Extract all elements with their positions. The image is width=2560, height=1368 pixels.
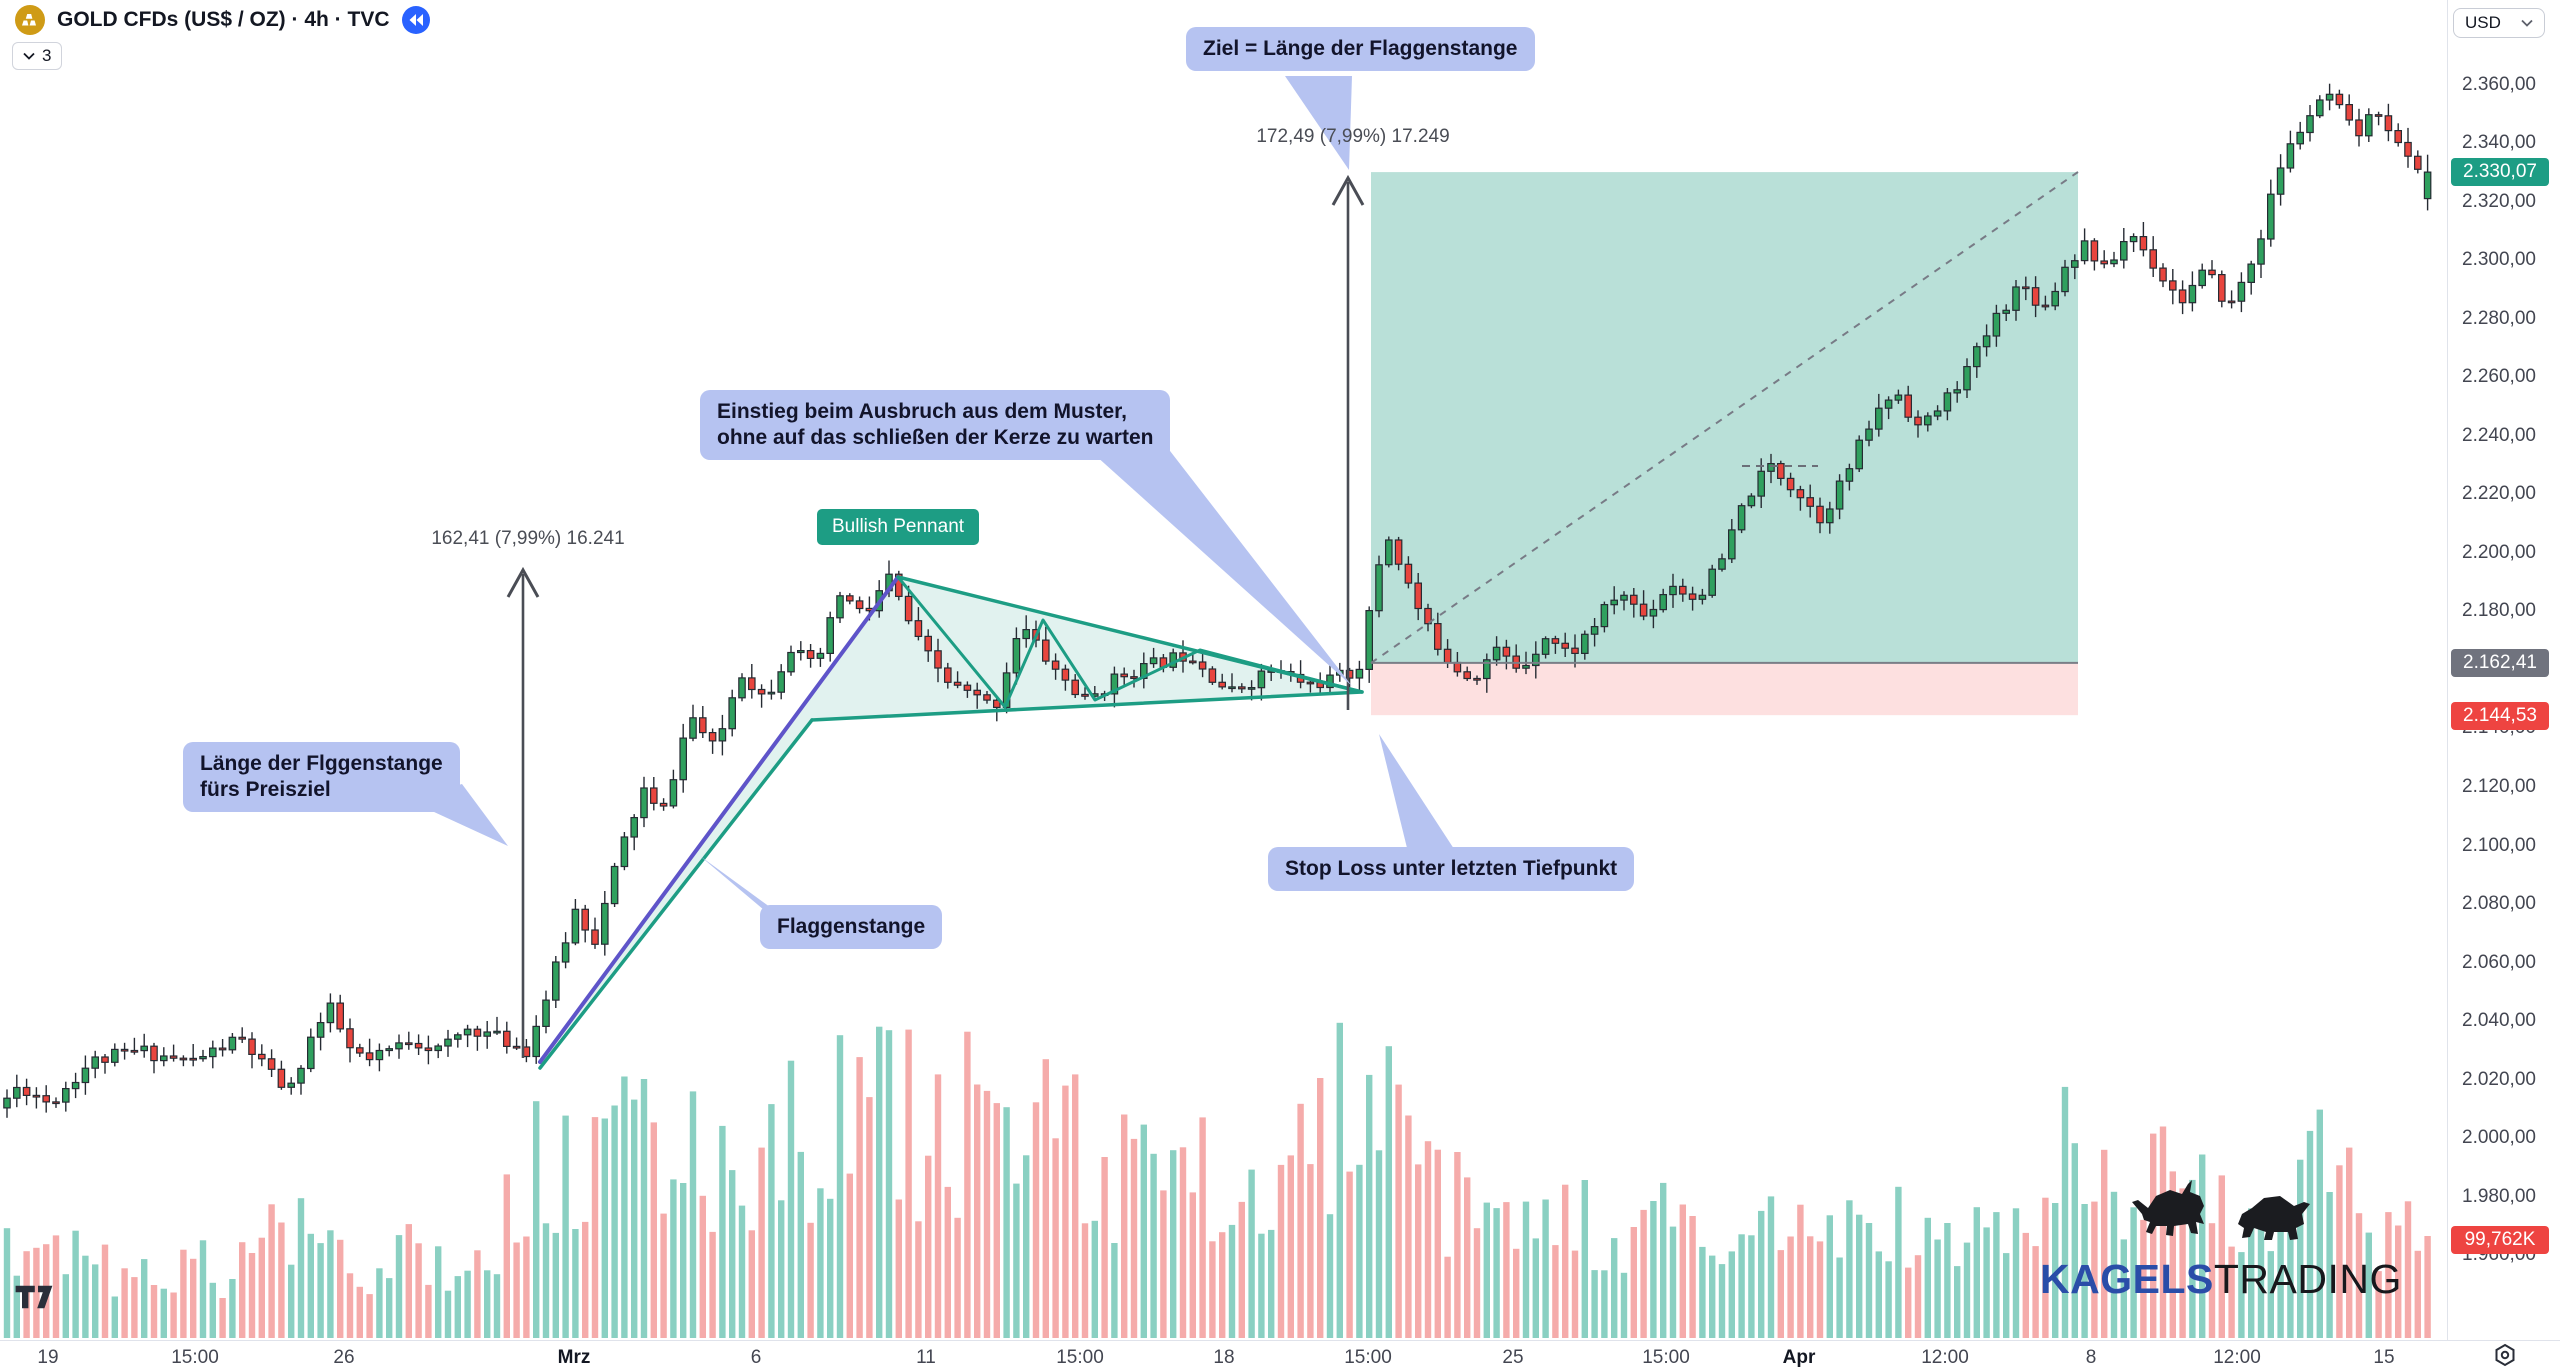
time-tick-label: 12:00 (2213, 1347, 2261, 1368)
price-tick-label: 2.120,00 (2462, 775, 2536, 797)
price-tick-label: 2.060,00 (2462, 951, 2536, 973)
callout-flagpole-length-line2: fürs Preisziel (200, 778, 331, 802)
time-tick-label: 19 (37, 1347, 59, 1368)
current-price-badge: 2.330,07 (2451, 158, 2549, 186)
currency-value: USD (2465, 13, 2501, 32)
pattern-badge[interactable]: Bullish Pennant (817, 509, 980, 545)
callout-entry[interactable]: Einstieg beim Ausbruch aus dem Muster, o… (700, 390, 1171, 461)
time-tick-label: 15:00 (1642, 1347, 1690, 1368)
axis-settings-gear-icon[interactable] (2492, 1343, 2518, 1368)
stop-price-badge: 2.144,53 (2451, 702, 2549, 730)
time-tick-label: 15:00 (1344, 1347, 1392, 1368)
chevron-down-icon (2521, 19, 2533, 27)
time-tick-label: 15:00 (1056, 1347, 1104, 1368)
price-tick-label: 2.280,00 (2462, 307, 2536, 329)
price-tick-label: 2.000,00 (2462, 1127, 2536, 1149)
price-tick-label: 1.980,00 (2462, 1185, 2536, 1207)
callout-tail (1095, 438, 1352, 686)
callout-target-text: Ziel = Länge der Flaggenstange (1203, 37, 1518, 60)
bull-icon (2132, 1180, 2204, 1236)
price-tick-label: 2.020,00 (2462, 1068, 2536, 1090)
time-tick-label: 15:00 (171, 1347, 219, 1368)
time-tick-label: 6 (750, 1347, 762, 1368)
price-axis-separator (2447, 0, 2448, 1340)
symbol-title[interactable]: GOLD CFDs (US$ / OZ) · 4h · TVC (57, 8, 390, 31)
chevron-down-icon (23, 52, 35, 60)
time-tick-label: 26 (333, 1347, 355, 1368)
time-tick-label: Mrz (557, 1347, 591, 1368)
price-tick-label: 2.200,00 (2462, 541, 2536, 563)
callout-stoploss-text: Stop Loss unter letzten Tiefpunkt (1285, 857, 1618, 880)
price-tick-label: 2.340,00 (2462, 132, 2536, 154)
callout-tail (1285, 76, 1352, 170)
callout-tail (1379, 734, 1456, 852)
brand-name-kagels: KAGELS (2040, 1256, 2214, 1302)
bear-icon (2238, 1196, 2310, 1240)
entry-price-badge: 2.162,41 (2451, 649, 2549, 677)
indicator-collapse-chip[interactable]: 3 (12, 42, 63, 70)
callout-flagpole-length[interactable]: Länge der Flggenstange fürs Preisziel (183, 742, 460, 813)
rewind-replay-icon[interactable] (401, 5, 431, 35)
callout-flagpole[interactable]: Flaggenstange (760, 905, 943, 950)
time-tick-label: 25 (1502, 1347, 1524, 1368)
brand-name-trading: TRADING (2213, 1256, 2402, 1302)
symbol-header: GOLD CFDs (US$ / OZ) · 4h · TVC (14, 4, 431, 36)
volume-value-badge: 99,762K (2451, 1226, 2549, 1254)
price-tick-label: 2.260,00 (2462, 366, 2536, 388)
time-tick-label: Apr (1782, 1347, 1816, 1368)
callout-entry-line1: Einstieg beim Ausbruch aus dem Muster, (717, 400, 1127, 423)
price-tick-label: 2.180,00 (2462, 600, 2536, 622)
measure-label-flagpole: 162,41 (7,99%) 16.241 (431, 528, 625, 549)
currency-select[interactable]: USD (2453, 8, 2545, 38)
tradingview-logo[interactable] (14, 1284, 54, 1315)
price-tick-label: 2.080,00 (2462, 893, 2536, 915)
time-tick-label: 11 (916, 1347, 936, 1368)
gold-symbol-icon (15, 5, 45, 35)
collapse-count: 3 (42, 46, 52, 65)
callout-entry-line2: ohne auf das schließen der Kerze zu wart… (717, 426, 1154, 450)
callout-target[interactable]: Ziel = Länge der Flaggenstange (1186, 27, 1535, 72)
price-tick-label: 2.320,00 (2462, 190, 2536, 212)
callout-flagpole-length-line1: Länge der Flggenstange (200, 752, 443, 775)
time-tick-label: 8 (2085, 1347, 2097, 1368)
measure-label-target: 172,49 (7,99%) 17.249 (1256, 126, 1450, 147)
price-tick-label: 2.360,00 (2462, 73, 2536, 95)
stop-loss-zone (1371, 662, 2078, 716)
brand-wordmark: KAGELSTRADING (2040, 1256, 2402, 1303)
price-tick-label: 2.100,00 (2462, 834, 2536, 856)
time-axis-separator (0, 1340, 2560, 1341)
callout-flagpole-text: Flaggenstange (777, 915, 926, 938)
time-tick-label: 18 (1213, 1347, 1235, 1368)
callout-stoploss[interactable]: Stop Loss unter letzten Tiefpunkt (1268, 847, 1635, 892)
time-tick-label: 15 (2373, 1347, 2395, 1368)
time-tick-label: 12:00 (1921, 1347, 1969, 1368)
price-tick-label: 2.240,00 (2462, 424, 2536, 446)
price-tick-label: 2.220,00 (2462, 483, 2536, 505)
candles-volume (3, 83, 2432, 1338)
bull-bear-logo (2128, 1180, 2388, 1263)
price-tick-label: 2.040,00 (2462, 1010, 2536, 1032)
price-tick-label: 2.300,00 (2462, 249, 2536, 271)
